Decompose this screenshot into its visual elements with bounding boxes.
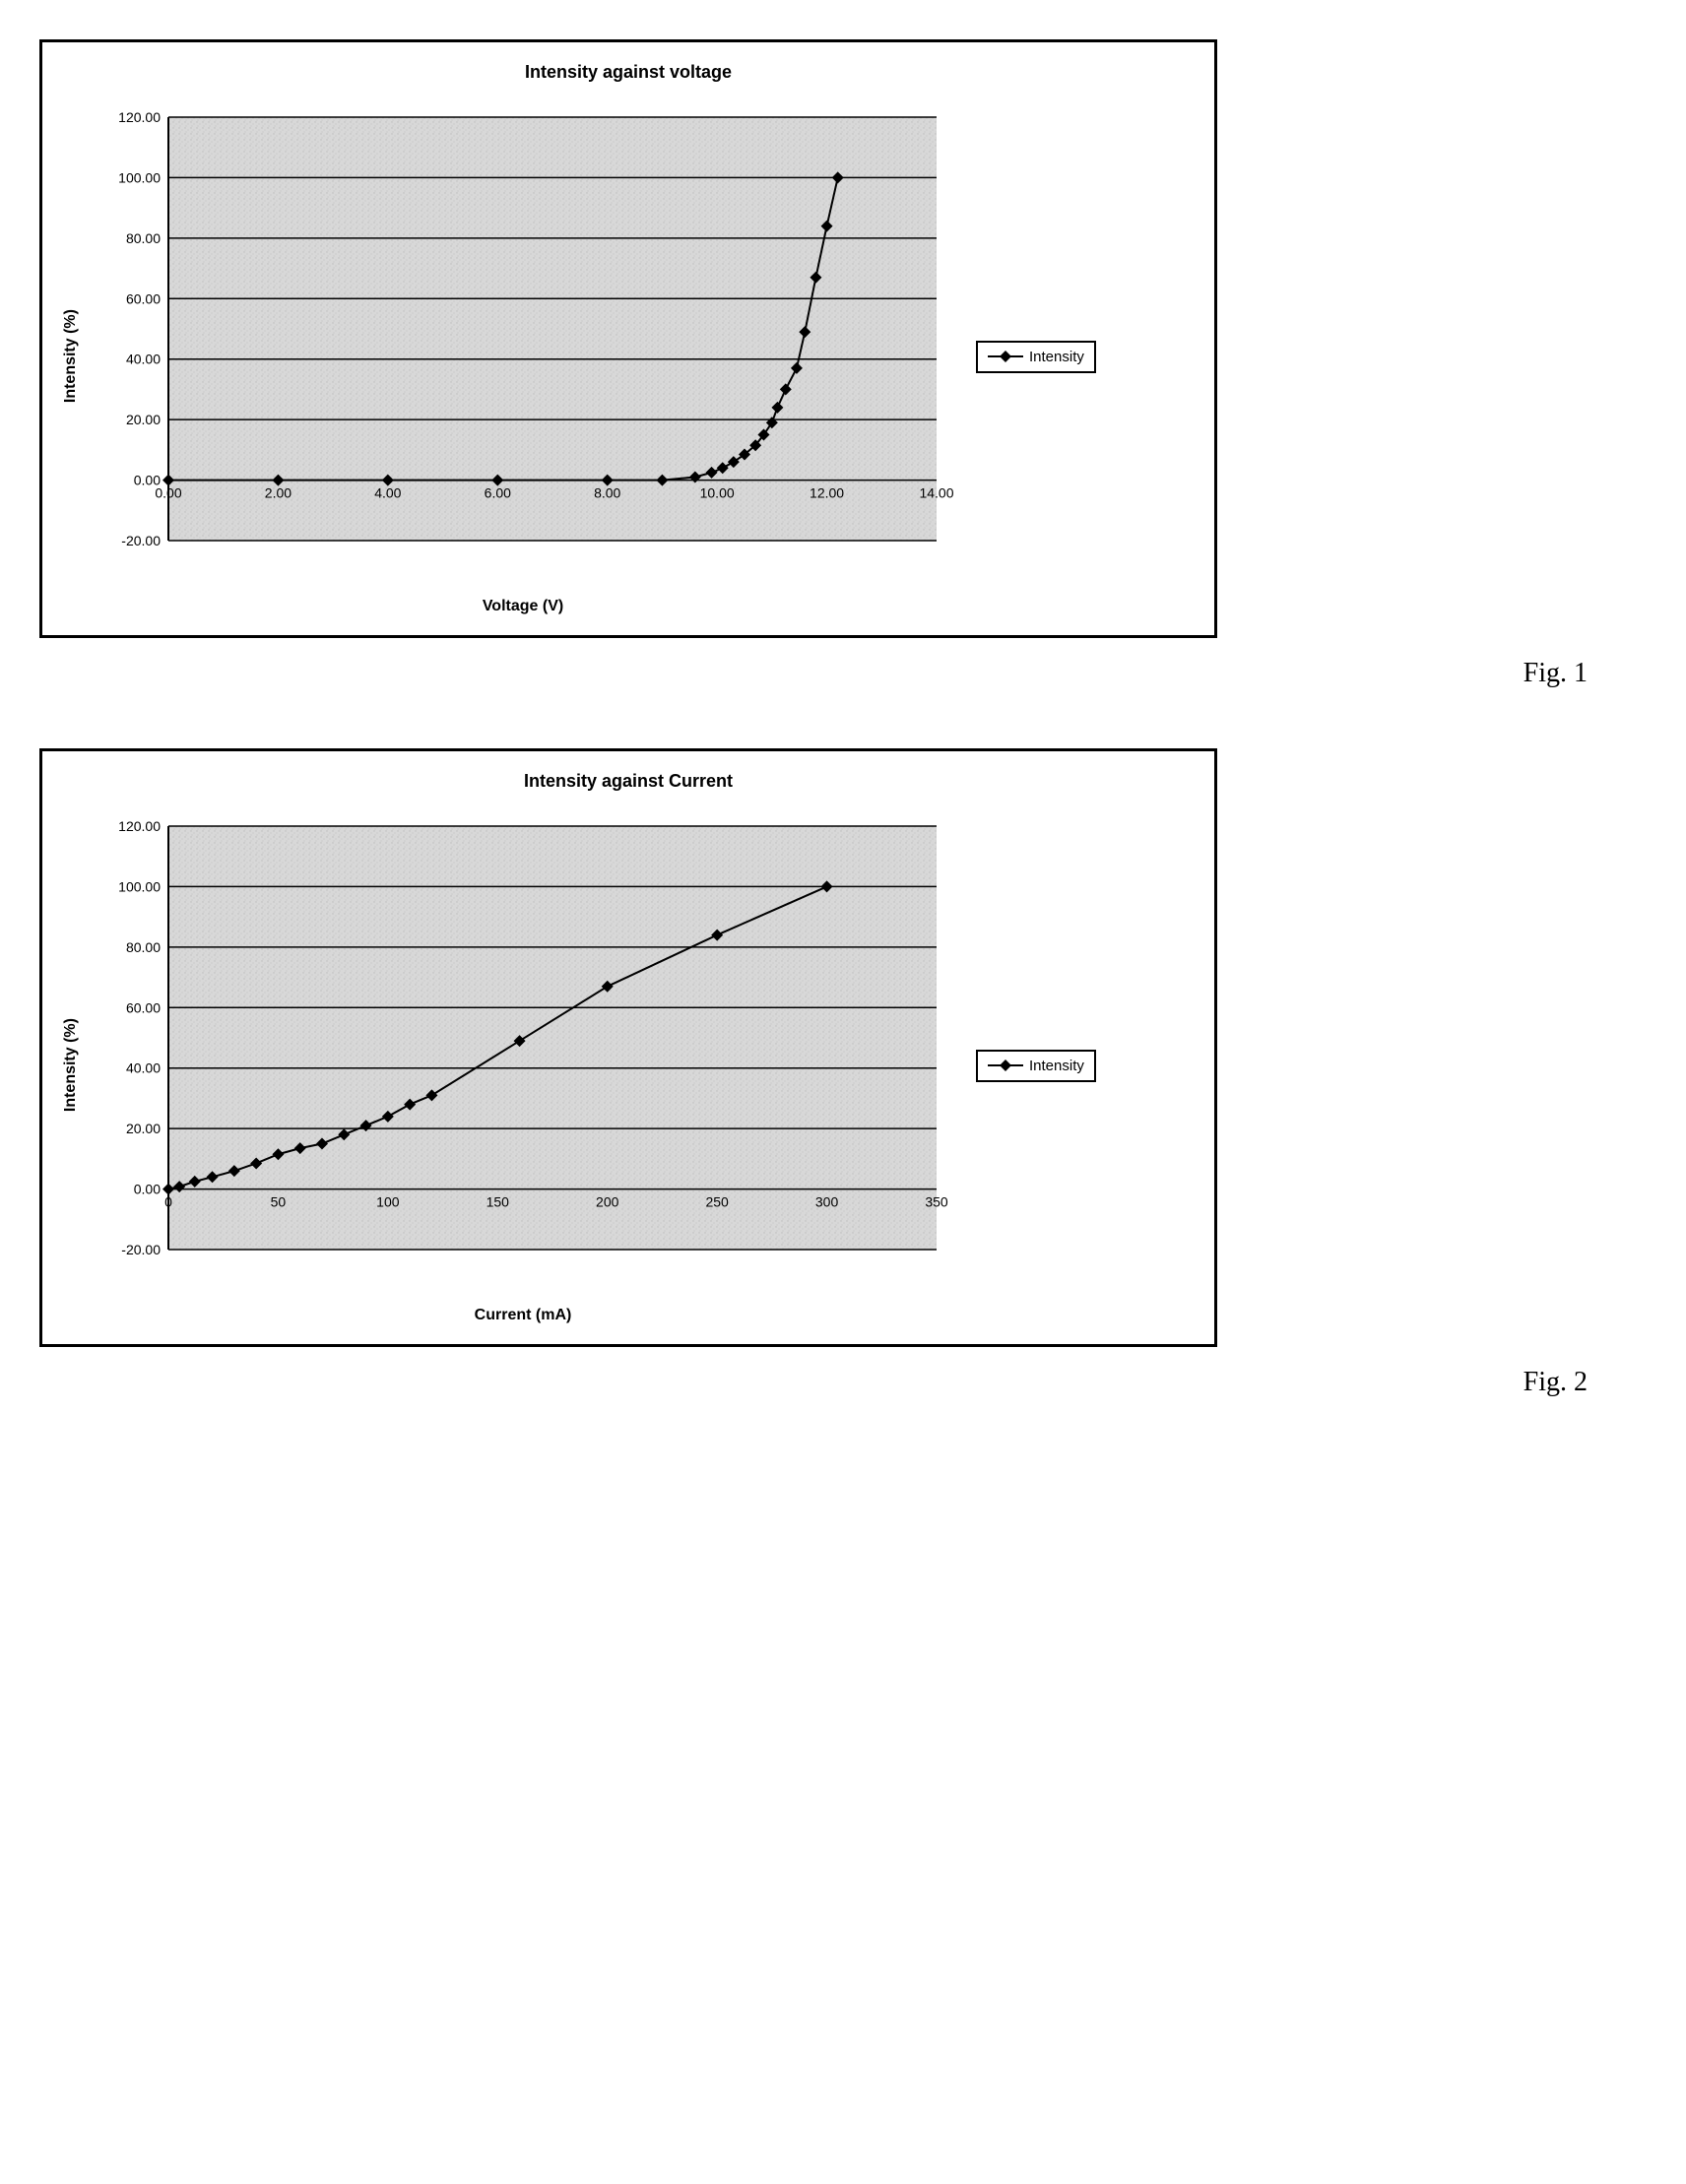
figure-caption: Fig. 1 [39,658,1588,689]
xtick-label: 150 [486,1194,510,1210]
ytick-label: 60.00 [126,290,161,306]
figure-caption: Fig. 2 [39,1367,1588,1398]
ytick-label: -20.00 [121,1242,161,1257]
y-axis-label: Intensity (%) [62,1018,80,1112]
chart-container: Intensity against Current Intensity (%) … [39,748,1217,1347]
y-axis-label: Intensity (%) [62,309,80,403]
ytick-label: 120.00 [118,818,161,834]
plot-area [168,117,937,541]
xtick-label: 100 [376,1194,400,1210]
ytick-label: 100.00 [118,878,161,894]
xtick-label: 10.00 [700,485,735,501]
chart-title: Intensity against Current [62,771,1195,792]
ytick-label: 80.00 [126,939,161,955]
plot-wrap: -20.00 0.00 20.00 40.00 60.00 80.00 100.00 120.… [90,806,956,1324]
xtick-label: 200 [596,1194,619,1210]
xtick-label: 4.00 [374,485,401,501]
legend: Intensity [976,341,1096,373]
xtick-label: 12.00 [810,485,844,501]
ytick-label: 0.00 [134,1182,161,1197]
ytick-label: -20.00 [121,533,161,548]
legend-swatch [988,350,1023,363]
ytick-label: 20.00 [126,1121,161,1136]
ytick-label: 120.00 [118,109,161,125]
ytick-label: 20.00 [126,412,161,427]
figure-block: Intensity against Current Intensity (%) … [39,748,1647,1398]
xtick-label: 14.00 [919,485,953,501]
chart-body: Intensity (%) -20.00 0.00 20.00 40.00 60.00 8… [62,806,1195,1324]
chart-plot: -20.00 0.00 20.00 40.00 60.00 80.00 100.00 120.… [90,806,956,1299]
xtick-label: 8.00 [594,485,620,501]
legend-label: Intensity [1029,349,1084,365]
xtick-label: 2.00 [265,485,292,501]
plot-wrap: -20.000.0020.0040.0060.0080.00100.00120.… [90,97,956,615]
xtick-label: 250 [705,1194,729,1210]
chart-body: Intensity (%) -20.000.0020.0040.0060.008… [62,97,1195,615]
xtick-label: 6.00 [485,485,511,501]
xtick-label: 50 [271,1194,287,1210]
legend-swatch-icon [988,1059,1023,1072]
xtick-label: 350 [925,1194,948,1210]
ytick-label: 40.00 [126,1060,161,1076]
chart-container: Intensity against voltage Intensity (%) … [39,39,1217,638]
chart-plot: -20.000.0020.0040.0060.0080.00100.00120.… [90,97,956,590]
legend-swatch [988,1059,1023,1072]
legend-swatch-icon [988,350,1023,363]
ytick-label: 40.00 [126,352,161,367]
x-axis-label: Voltage (V) [483,598,563,615]
ytick-label: 80.00 [126,230,161,246]
ytick-label: 100.00 [118,169,161,185]
ytick-label: 60.00 [126,999,161,1015]
xtick-label: 300 [815,1194,839,1210]
legend-label: Intensity [1029,1058,1084,1074]
figure-block: Intensity against voltage Intensity (%) … [39,39,1647,689]
legend: Intensity [976,1050,1096,1082]
chart-title: Intensity against voltage [62,62,1195,83]
x-axis-label: Current (mA) [475,1307,572,1324]
